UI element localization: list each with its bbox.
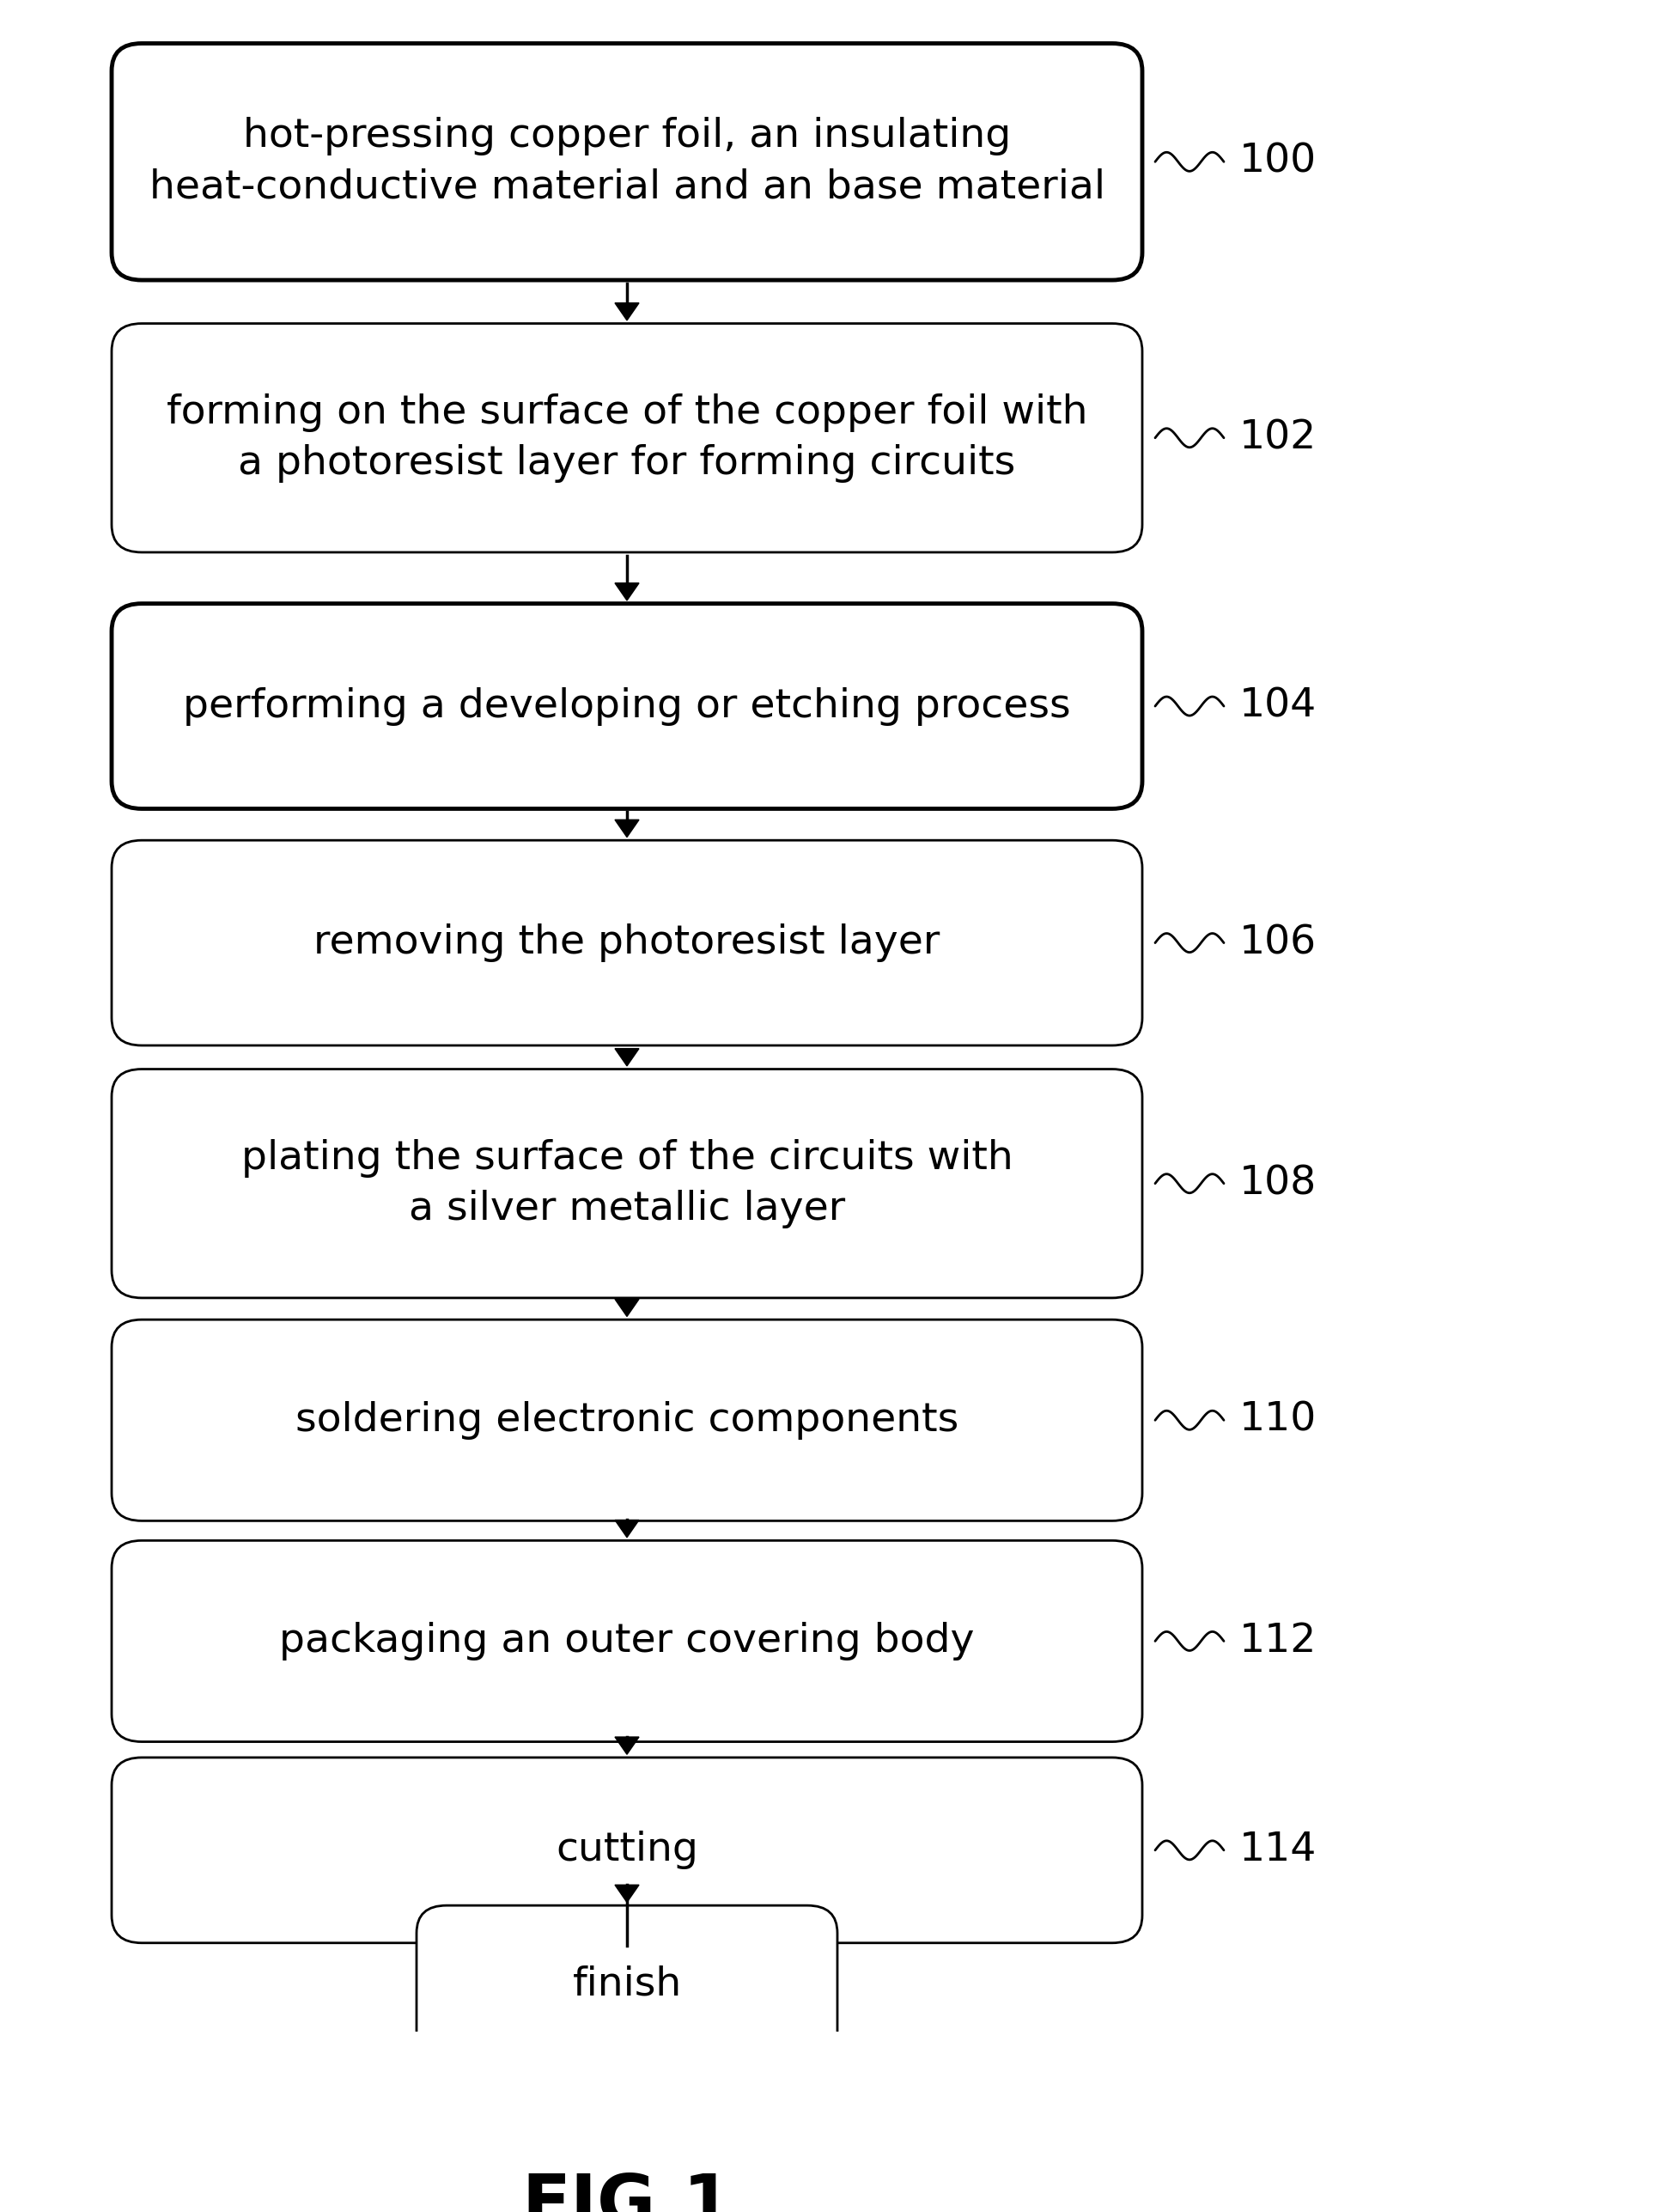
FancyBboxPatch shape xyxy=(111,841,1143,1046)
FancyBboxPatch shape xyxy=(111,1759,1143,1942)
FancyBboxPatch shape xyxy=(111,1068,1143,1298)
FancyBboxPatch shape xyxy=(111,604,1143,810)
Text: 100: 100 xyxy=(1239,142,1317,181)
Polygon shape xyxy=(615,1048,639,1066)
Text: 108: 108 xyxy=(1239,1164,1317,1203)
Text: 110: 110 xyxy=(1239,1400,1317,1440)
Text: finish: finish xyxy=(573,1964,681,2004)
FancyBboxPatch shape xyxy=(111,44,1143,281)
Text: packaging an outer covering body: packaging an outer covering body xyxy=(279,1621,975,1661)
FancyBboxPatch shape xyxy=(111,323,1143,553)
Text: plating the surface of the circuits with
a silver metallic layer: plating the surface of the circuits with… xyxy=(241,1139,1013,1228)
Text: removing the photoresist layer: removing the photoresist layer xyxy=(314,925,940,962)
Text: 102: 102 xyxy=(1239,418,1317,458)
Text: cutting: cutting xyxy=(556,1832,698,1869)
Polygon shape xyxy=(615,821,639,836)
FancyBboxPatch shape xyxy=(417,1905,837,2064)
Text: FIG.1: FIG.1 xyxy=(522,2170,733,2212)
Text: 104: 104 xyxy=(1239,688,1317,726)
Text: performing a developing or etching process: performing a developing or etching proce… xyxy=(183,688,1071,726)
Polygon shape xyxy=(615,584,639,599)
Text: 114: 114 xyxy=(1239,1832,1317,1869)
Polygon shape xyxy=(615,1520,639,1537)
FancyBboxPatch shape xyxy=(111,1321,1143,1522)
Text: hot-pressing copper foil, an insulating
heat-conductive material and an base mat: hot-pressing copper foil, an insulating … xyxy=(149,117,1105,206)
Polygon shape xyxy=(615,1736,639,1754)
Polygon shape xyxy=(615,1298,639,1316)
Text: forming on the surface of the copper foil with
a photoresist layer for forming c: forming on the surface of the copper foi… xyxy=(166,394,1088,482)
Text: 106: 106 xyxy=(1239,925,1317,962)
FancyBboxPatch shape xyxy=(111,1540,1143,1741)
Text: 112: 112 xyxy=(1239,1621,1317,1661)
Polygon shape xyxy=(615,1885,639,1902)
Polygon shape xyxy=(615,303,639,321)
Text: soldering electronic components: soldering electronic components xyxy=(296,1400,958,1440)
